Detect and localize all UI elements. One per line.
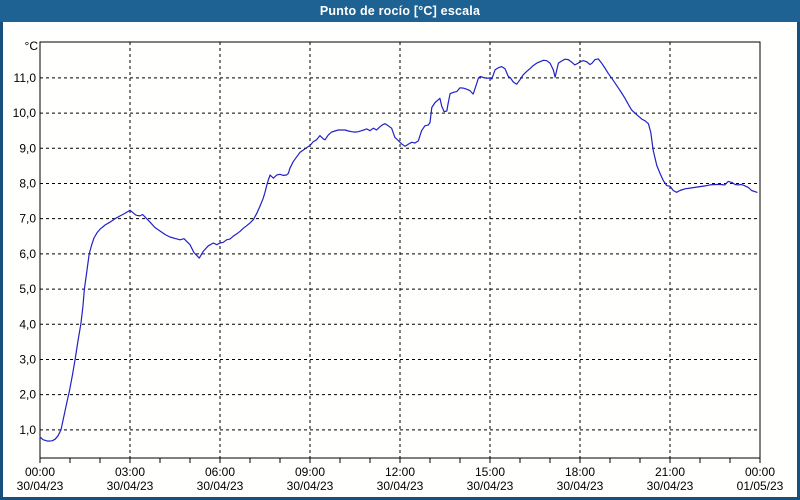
y-axis-unit-label: °C: [25, 39, 39, 53]
window-title: Punto de rocío [°C] escala: [319, 4, 481, 18]
y-tick-label: 2,0: [19, 388, 36, 402]
y-tick-label: 7,0: [19, 212, 36, 226]
chart-area: 1,0 2,0 3,0 4,0 5,0 6,0 7,0 8,0 9,0 10,0 11,0 00:00…: [0, 22, 800, 500]
x-tick-time-label: 18:00: [565, 465, 595, 479]
x-tick-date-label: 30/04/23: [287, 479, 334, 493]
x-tick-time-label: 00:00: [25, 465, 55, 479]
x-tick-date-label: 30/04/23: [197, 479, 244, 493]
window-titlebar: Punto de rocío [°C] escala: [0, 0, 800, 22]
x-tick-time-label: 09:00: [295, 465, 325, 479]
y-tick-label: 5,0: [19, 282, 36, 296]
x-tick-date-label: 01/05/23: [737, 479, 784, 493]
y-tick-label: 6,0: [19, 247, 36, 261]
y-tick-label: 11,0: [14, 71, 37, 85]
x-tick-date-label: 30/04/23: [647, 479, 694, 493]
y-tick-label: 4,0: [19, 317, 36, 331]
y-tick-label: 10,0: [13, 106, 37, 120]
x-tick-date-label: 30/04/23: [107, 479, 154, 493]
y-tick-label: 9,0: [19, 141, 36, 155]
dew-point-line-chart: 1,0 2,0 3,0 4,0 5,0 6,0 7,0 8,0 9,0 10,0 11,0 00:00…: [13, 39, 784, 493]
y-tick-label: 1,0: [19, 423, 36, 437]
x-tick-time-label: 06:00: [205, 465, 235, 479]
x-tick-date-label: 30/04/23: [17, 479, 64, 493]
x-tick-date-label: 30/04/23: [557, 479, 604, 493]
dew-point-series-line: [39, 58, 758, 442]
x-tick-time-label: 21:00: [655, 465, 685, 479]
y-tick-label: 8,0: [19, 176, 36, 190]
x-tick-time-label: 15:00: [475, 465, 505, 479]
x-tick-date-label: 30/04/23: [467, 479, 514, 493]
x-tick-time-label: 12:00: [385, 465, 415, 479]
y-tick-label: 3,0: [19, 352, 36, 366]
x-tick-time-label: 00:00: [745, 465, 775, 479]
x-tick-time-label: 03:00: [115, 465, 145, 479]
x-tick-date-label: 30/04/23: [377, 479, 424, 493]
